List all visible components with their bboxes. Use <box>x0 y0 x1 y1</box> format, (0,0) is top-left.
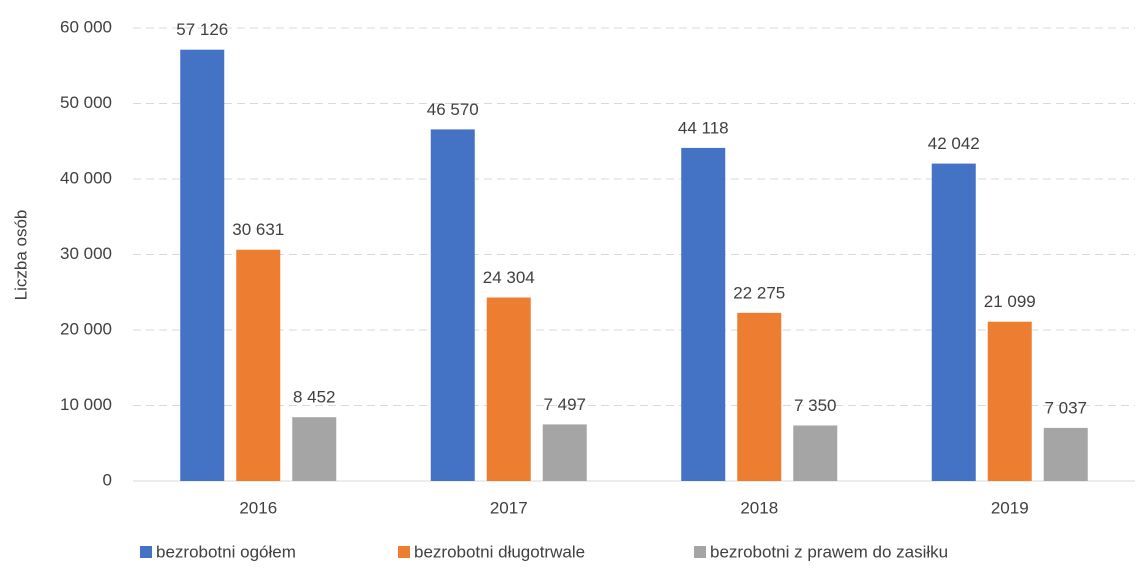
legend-swatch <box>694 546 706 558</box>
x-tick-label: 2018 <box>740 498 778 517</box>
data-label: 44 118 <box>678 118 729 137</box>
data-label: 22 275 <box>733 283 785 302</box>
data-label: 42 042 <box>928 134 980 153</box>
bar <box>793 425 838 481</box>
data-label: 8 452 <box>293 388 336 407</box>
y-tick-label: 40 000 <box>60 168 112 187</box>
bar <box>931 163 976 482</box>
bar <box>542 424 587 481</box>
legend-label: bezrobotni z prawem do zasiłku <box>710 542 948 561</box>
bar <box>486 297 531 481</box>
bar <box>987 321 1032 481</box>
data-label: 7 350 <box>794 396 837 415</box>
bar <box>292 417 337 481</box>
x-tick-label: 2019 <box>991 498 1029 517</box>
bar <box>1043 427 1088 481</box>
bar <box>180 49 225 481</box>
y-tick-label: 50 000 <box>60 93 112 112</box>
legend-label: bezrobotni długotrwale <box>414 542 585 561</box>
y-tick-label: 30 000 <box>60 244 112 263</box>
data-label: 46 570 <box>427 100 479 119</box>
y-tick-label: 20 000 <box>60 319 112 338</box>
bar <box>430 129 475 482</box>
data-label: 24 304 <box>483 268 535 287</box>
data-label: 7 497 <box>543 395 586 414</box>
bar <box>681 147 726 481</box>
y-axis-label: Liczba osób <box>11 210 30 301</box>
y-tick-label: 0 <box>103 470 112 489</box>
bar <box>737 312 782 481</box>
x-tick-label: 2016 <box>239 498 277 517</box>
y-tick-label: 60 000 <box>60 17 112 36</box>
data-label: 21 099 <box>984 292 1036 311</box>
legend-label: bezrobotni ogółem <box>156 542 296 561</box>
data-label: 30 631 <box>232 220 284 239</box>
y-tick-label: 10 000 <box>60 395 112 414</box>
data-label: 57 126 <box>176 20 228 39</box>
x-tick-label: 2017 <box>490 498 528 517</box>
bar <box>236 249 281 481</box>
legend-swatch <box>140 546 152 558</box>
legend-swatch <box>398 546 410 558</box>
data-label: 7 037 <box>1044 398 1087 417</box>
